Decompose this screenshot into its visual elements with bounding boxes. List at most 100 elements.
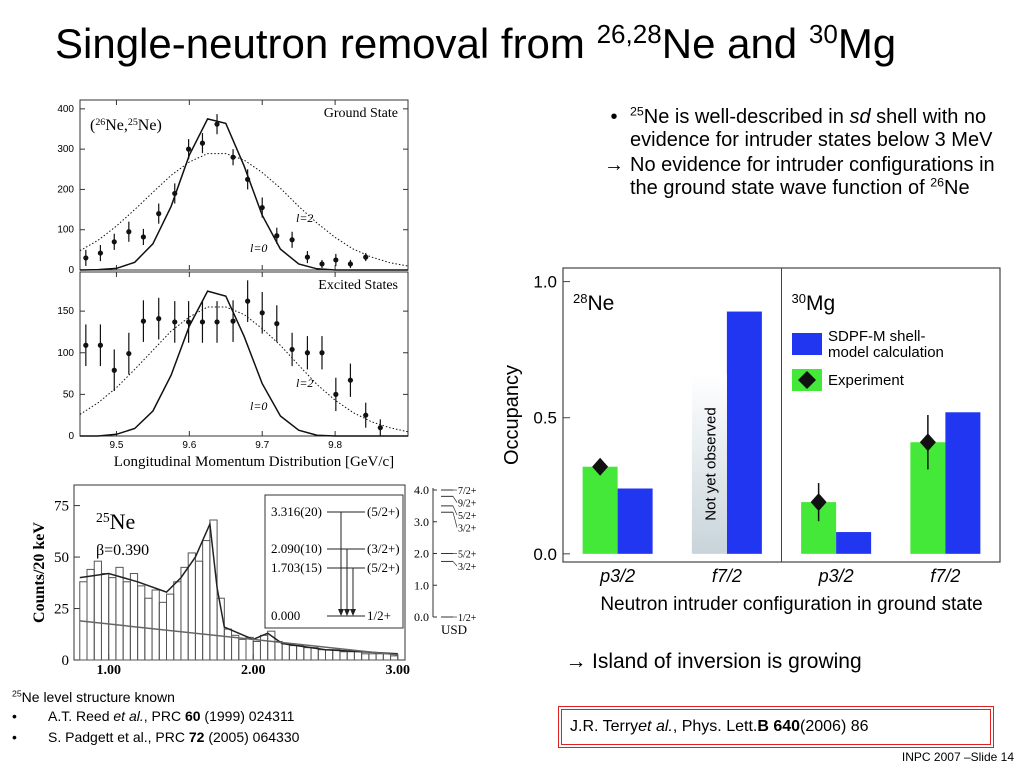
x-tick-label: 2.00 bbox=[241, 663, 266, 678]
bullet-marker: → bbox=[565, 650, 587, 673]
y-tick-label: 0.5 bbox=[533, 409, 557, 428]
histogram-bar bbox=[180, 566, 189, 661]
histogram-bar bbox=[231, 634, 240, 661]
histogram-bar bbox=[122, 581, 131, 661]
text-part: No evidence for intruder configurations … bbox=[630, 154, 995, 199]
legend-line: model calculation bbox=[828, 344, 944, 361]
x-tick-label: p3/2 bbox=[818, 566, 854, 586]
level-energy: 1.703(15) bbox=[271, 560, 322, 575]
curve bbox=[80, 290, 408, 437]
data-point bbox=[289, 346, 295, 353]
histogram-bar bbox=[238, 638, 247, 661]
histogram-bar bbox=[137, 585, 146, 661]
text-part: Ne bbox=[587, 292, 614, 315]
data-point bbox=[259, 310, 265, 316]
histogram-bar bbox=[259, 634, 269, 661]
text-part: Ne and bbox=[661, 20, 809, 67]
usd-connector bbox=[452, 496, 458, 503]
bar bbox=[726, 311, 762, 554]
arrow-head bbox=[350, 609, 356, 616]
x-tick-label: 9.8 bbox=[328, 440, 342, 451]
data-point bbox=[172, 190, 178, 197]
x-axis-label: Longitudinal Momentum Distribution [GeV/… bbox=[114, 454, 394, 470]
histogram-bar bbox=[375, 653, 384, 661]
data-point bbox=[377, 425, 383, 431]
histogram-bar bbox=[332, 649, 341, 661]
usd-level-label: 9/2+ bbox=[458, 499, 477, 510]
inset-frame bbox=[264, 494, 404, 629]
bullets: • 25Ne is well-described in sd shell with… bbox=[598, 104, 1018, 202]
citation: J.R. Terry et al., Phys. Lett. B 640 (20… bbox=[558, 706, 994, 748]
histogram-bar bbox=[245, 636, 254, 661]
y-tick-label: 0 bbox=[68, 265, 74, 276]
panel-label: Ground State bbox=[324, 106, 398, 121]
histogram-bar bbox=[86, 568, 95, 661]
y-tick-label: 150 bbox=[57, 306, 74, 317]
usd-tick-label: 3.0 bbox=[414, 515, 429, 529]
text-part: 30 bbox=[792, 291, 806, 306]
y-tick-label: 100 bbox=[57, 225, 74, 236]
x-tick-label: 9.7 bbox=[255, 440, 269, 451]
level-spin: (5/2+) bbox=[367, 560, 400, 575]
text-part: shell with no evidence for intruder stat… bbox=[630, 106, 993, 151]
usd-level-label: 1/2+ bbox=[458, 613, 477, 624]
curve-label: l=2 bbox=[296, 211, 313, 225]
histogram-bar bbox=[288, 645, 298, 661]
y-tick-label: 200 bbox=[57, 184, 74, 195]
level-spin: (5/2+) bbox=[367, 504, 400, 519]
data-point bbox=[347, 377, 354, 383]
bullet: • S. Padgett et al., PRC 72 (2005) 064330 bbox=[12, 728, 299, 747]
data-point bbox=[83, 255, 89, 261]
text-part: 26 bbox=[930, 175, 944, 190]
curve bbox=[79, 118, 408, 271]
data-point bbox=[156, 211, 162, 217]
usd-level-label: 5/2+ bbox=[458, 511, 477, 522]
text-part: 25 bbox=[630, 104, 644, 119]
curve-label: l=0 bbox=[250, 399, 267, 413]
bullet: → No evidence for intruder configurations… bbox=[598, 154, 1018, 200]
usd-tick-label: 4.0 bbox=[414, 483, 429, 497]
text-part: Mg bbox=[806, 292, 835, 315]
text-part: 26 bbox=[95, 117, 105, 128]
bar bbox=[582, 466, 618, 554]
bullet-marker: • bbox=[12, 708, 17, 724]
x-axis-label: Neutron intruder configuration in ground… bbox=[600, 594, 982, 615]
data-point bbox=[319, 261, 325, 267]
text-part: Mg bbox=[837, 20, 897, 67]
data-point bbox=[245, 176, 251, 182]
usd-tick-label: 1.0 bbox=[414, 578, 429, 592]
y-tick-label: 100 bbox=[57, 348, 74, 359]
data-point bbox=[363, 254, 369, 260]
y-axis-label: Occupancy bbox=[501, 365, 523, 465]
group-label: 30Mg bbox=[792, 291, 836, 316]
data-point bbox=[274, 233, 280, 239]
histogram-bar bbox=[274, 640, 283, 661]
legend-marker bbox=[798, 371, 816, 389]
text-part: , PRC bbox=[143, 708, 185, 724]
bullet: → Island of inversion is growing bbox=[560, 650, 862, 674]
slide-title: Single-neutron removal from 26,28Ne and … bbox=[55, 20, 896, 68]
data-point bbox=[199, 140, 206, 146]
usd-level-label: 3/2+ bbox=[458, 562, 477, 573]
histogram-bar bbox=[187, 552, 196, 661]
histogram-bar bbox=[173, 581, 182, 661]
data-point bbox=[245, 298, 251, 304]
x-tick-label: f7/2 bbox=[712, 566, 742, 586]
usd-tick-label: 0.0 bbox=[414, 610, 429, 624]
text-part: J.R. Terry bbox=[570, 718, 639, 735]
usd-connector bbox=[452, 561, 458, 567]
data-point bbox=[126, 229, 132, 235]
legend-label: Experiment bbox=[828, 372, 905, 389]
conclusion: → Island of inversion is growing bbox=[560, 650, 862, 676]
level-spin: (3/2+) bbox=[367, 541, 400, 556]
spectrum-title: 25Ne bbox=[96, 509, 135, 534]
histogram-bar bbox=[115, 566, 124, 661]
legend-line: SDPF-M shell- bbox=[828, 328, 926, 345]
data-point bbox=[289, 237, 295, 243]
text-part: Ne is well-described in bbox=[643, 106, 850, 128]
curve-label: l=0 bbox=[250, 241, 267, 255]
arrow-head bbox=[344, 609, 350, 616]
data-point bbox=[140, 234, 147, 240]
